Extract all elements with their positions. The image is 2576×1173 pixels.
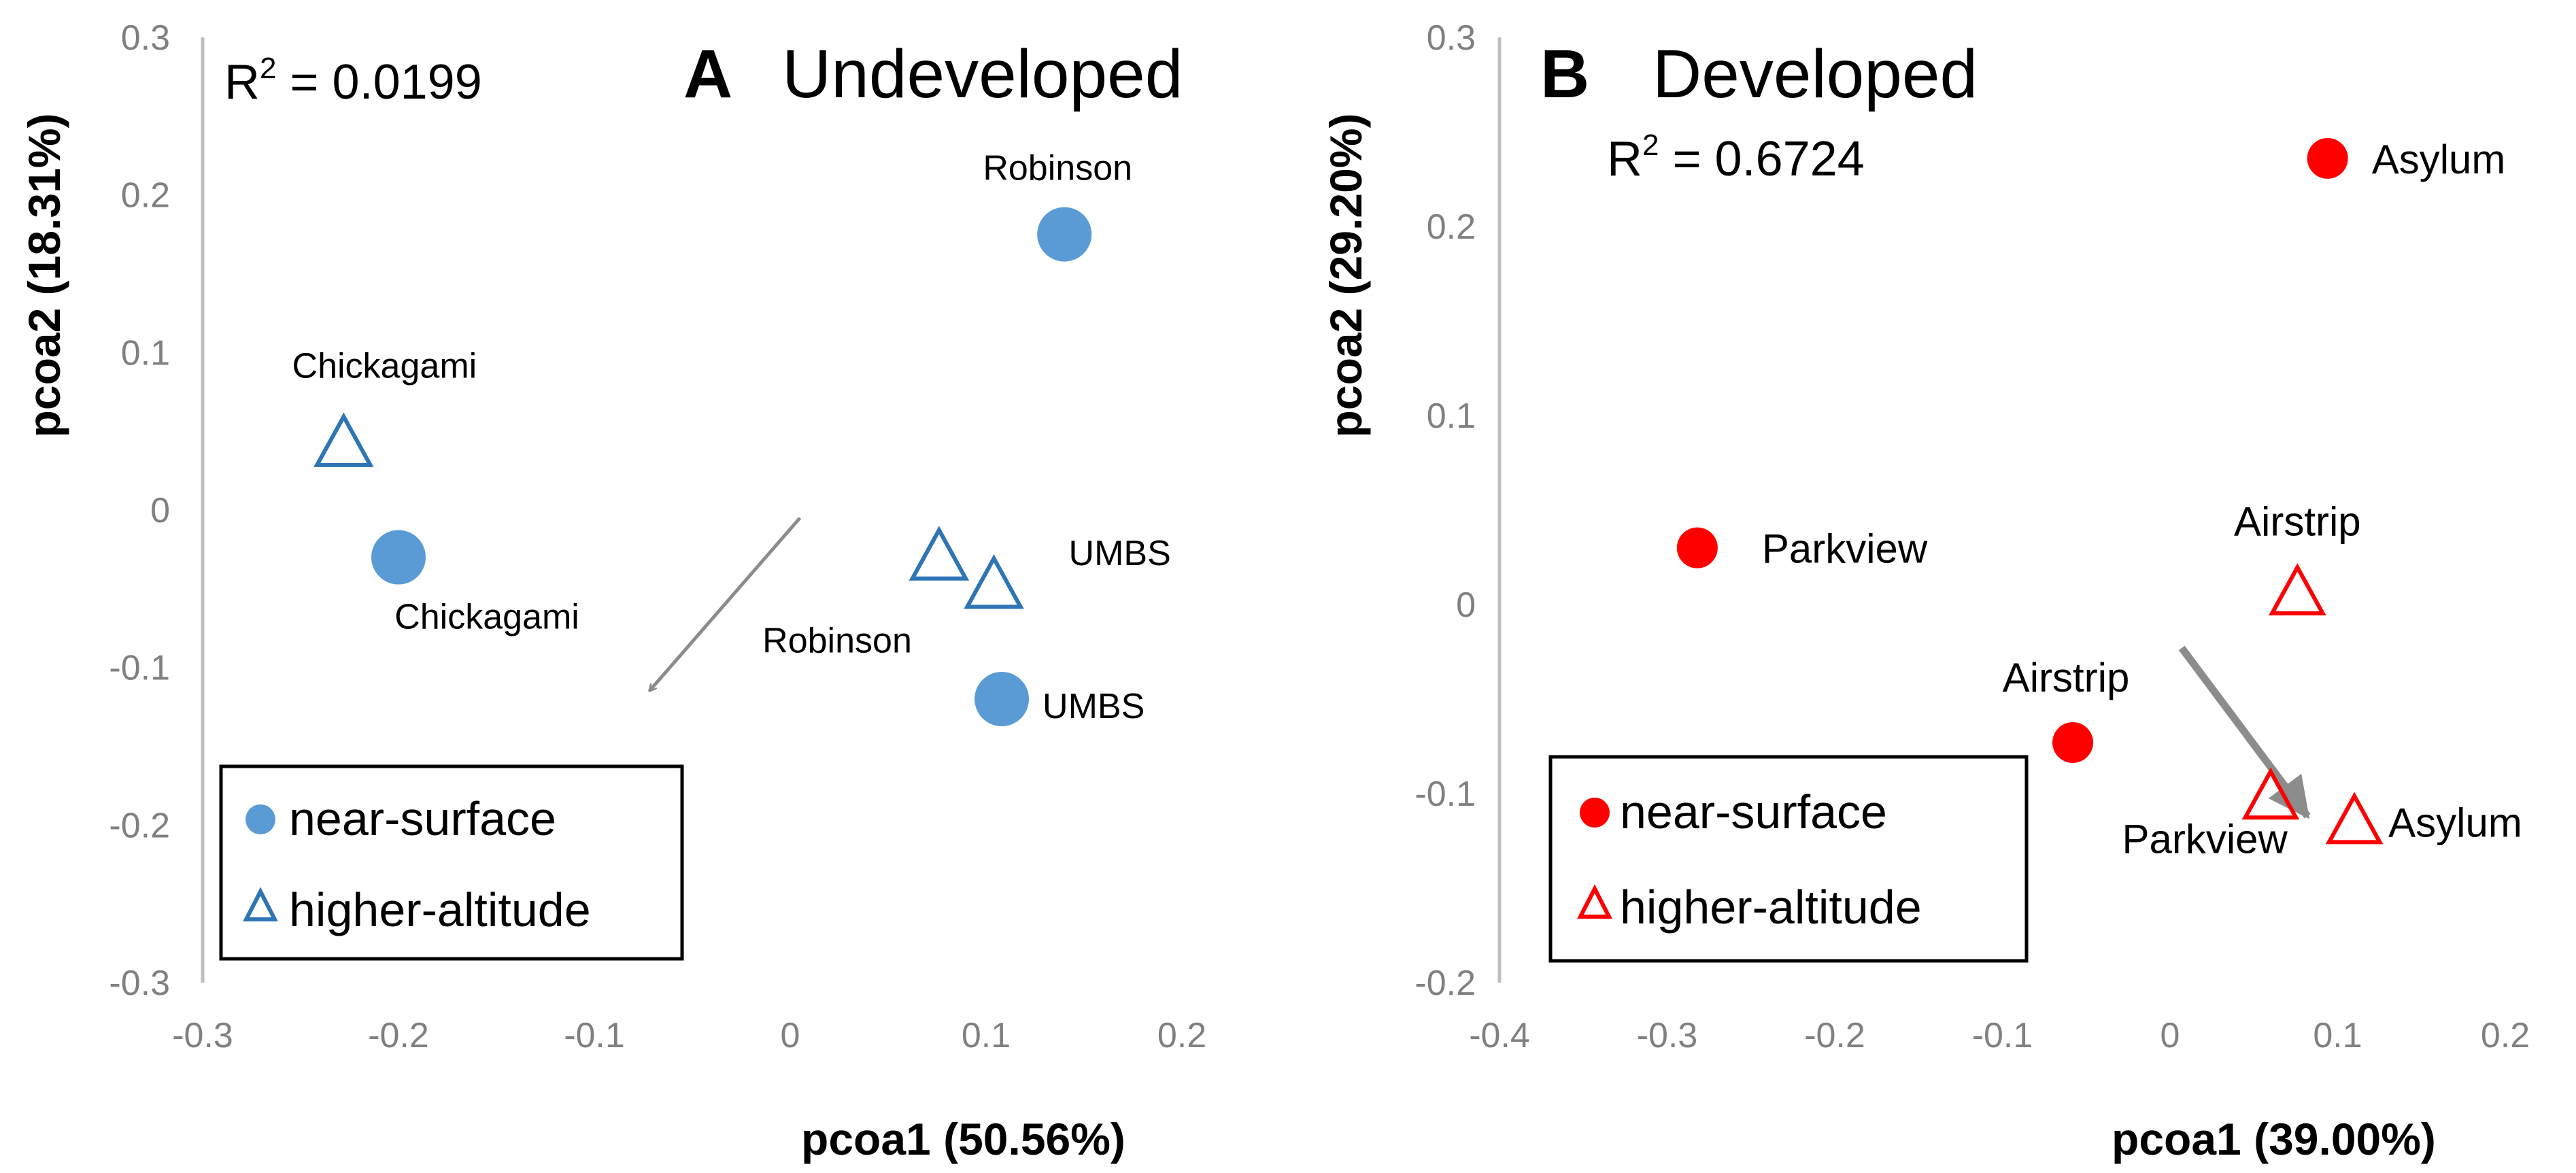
panel-a-undeveloped: 0.30.20.10-0.1-0.2-0.3 -0.3 -0.2 -0.1 0 0.1 0… <box>19 18 1206 1164</box>
pb-x-tick-label: 0.2 <box>2481 1016 2530 1055</box>
panel-a-r2-label: R2 = 0.0199 <box>224 52 482 109</box>
pb-y-tick-label: 0 <box>1456 585 1476 625</box>
pa-x-tick-label: -0.1 <box>564 1016 625 1055</box>
panel-a-y-tick-labels: 0.3 0.2 0.1 0 -0.1 -0.2 -0.3 <box>109 18 170 1003</box>
pb-y-tick-label: -0.2 <box>1414 964 1476 1003</box>
panel-b-points <box>1676 137 2384 845</box>
pa-y-tick-label: -0.1 <box>109 649 170 688</box>
pa-trend-arrow <box>647 516 802 692</box>
pa-near-surface-point <box>371 530 426 585</box>
pb-x-tick-label: -0.1 <box>1972 1016 2033 1055</box>
panel-a-legend: near-surface higher-altitude <box>219 764 684 961</box>
pb-higher-altitude-point <box>2269 563 2326 615</box>
pa-y-tick-label: -0.2 <box>109 806 170 845</box>
pa-y-tick-label: 0.1 <box>121 333 170 373</box>
pa-point-label: Chickagami <box>292 347 477 386</box>
pa-point-label: Chickagami <box>394 598 579 637</box>
pb-point-label: Asylum <box>2372 137 2506 182</box>
panel-a-x-axis-title: pcoa1 (50.56%) <box>801 1114 1125 1164</box>
panel-a-legend-circle-marker <box>245 804 275 834</box>
panel-b-legend-circle-marker <box>1580 798 1610 828</box>
panel-b-y-tick-labels: 0.3 0.2 0.1 0 -0.1 -0.2 <box>1414 18 1476 1003</box>
pb-point-label: Parkview <box>1762 526 1928 572</box>
pb-point-label: Airstrip <box>2234 498 2361 544</box>
pa-point-label: Robinson <box>762 622 912 661</box>
pa-near-surface-point <box>975 672 1030 726</box>
panel-a-legend-box <box>219 764 684 961</box>
panel-b-legend-box <box>1548 755 2029 963</box>
pa-near-surface-point <box>1037 207 1092 262</box>
pb-near-surface-point <box>2307 137 2348 179</box>
panel-a-x-tick-labels: -0.3 -0.2 -0.1 0 0.1 0.2 <box>172 1016 1206 1055</box>
panel-a-legend-high-label: higher-altitude <box>289 883 591 936</box>
pb-y-tick-label: 0.2 <box>1427 207 1476 247</box>
pa-higher-altitude-point <box>313 412 374 467</box>
panel-b-r2-label: R2 = 0.6724 <box>1607 129 1865 186</box>
panel-b-legend-triangle-marker <box>1577 884 1612 919</box>
pb-x-tick-label: -0.4 <box>1469 1016 1530 1055</box>
panel-b-developed: 0.30.20.10-0.1-0.2 -0.4 -0.3 -0.2 -0.1 0 0.1 0… <box>1321 18 2530 1164</box>
panel-b-x-axis-title: pcoa1 (39.00%) <box>2112 1114 2436 1164</box>
panel-a-points <box>313 207 1092 726</box>
panel-b-arrow <box>2178 645 2311 819</box>
panel-b-y-axis-title: pcoa2 (29.20%) <box>1321 114 1371 438</box>
panel-a-title: Undeveloped <box>782 36 1183 112</box>
pa-x-tick-label: 0.1 <box>962 1016 1011 1055</box>
pa-point-label: UMBS <box>1043 687 1145 726</box>
pa-y-tick-label: 0.2 <box>121 176 170 216</box>
pa-x-tick-label: -0.3 <box>172 1016 233 1055</box>
pb-point-label: Airstrip <box>2003 655 2130 700</box>
pb-trend-arrow <box>2178 645 2311 819</box>
pa-x-tick-label: 0.2 <box>1157 1016 1206 1055</box>
panel-b-legend: near-surface higher-altitude <box>1548 755 2029 963</box>
pa-y-tick-label: -0.3 <box>109 964 170 1003</box>
pa-point-label: UMBS <box>1069 534 1171 573</box>
pb-x-tick-label: -0.3 <box>1637 1016 1698 1055</box>
pb-x-tick-label: 0 <box>2160 1016 2180 1055</box>
panel-b-letter: B <box>1540 36 1589 112</box>
pa-point-label: Robinson <box>983 149 1132 188</box>
pa-higher-altitude-point <box>909 526 970 581</box>
pb-point-label: Asylum <box>2388 800 2522 846</box>
pb-near-surface-point <box>1676 527 1718 568</box>
panel-a-legend-triangle-marker <box>243 887 278 921</box>
pb-x-tick-label: -0.2 <box>1804 1016 1865 1055</box>
pb-y-tick-label: 0.1 <box>1427 396 1476 436</box>
panel-b-title: Developed <box>1653 36 1978 112</box>
pa-x-tick-label: -0.2 <box>368 1016 429 1055</box>
panel-b-legend-near-label: near-surface <box>1620 785 1887 838</box>
panel-b-x-tick-labels: -0.4 -0.3 -0.2 -0.1 0 0.1 0.2 <box>1469 1016 2530 1055</box>
pb-y-tick-label: 0.3 <box>1427 18 1476 58</box>
pa-y-tick-label: 0.3 <box>121 18 170 58</box>
pa-x-tick-label: 0 <box>781 1016 800 1055</box>
panel-a-legend-near-label: near-surface <box>289 792 556 845</box>
pb-y-tick-label: -0.1 <box>1414 775 1476 814</box>
pb-higher-altitude-point <box>2325 792 2384 845</box>
panel-a-point-labels: Robinson Chickagami UMBS Chickagami Robinson… <box>292 149 1171 726</box>
pb-higher-altitude-point <box>2241 767 2300 820</box>
pb-point-label: Parkview <box>2122 817 2288 862</box>
panel-b-legend-high-label: higher-altitude <box>1620 881 1922 934</box>
panel-a-letter: A <box>683 36 732 112</box>
panel-a-arrow <box>647 516 802 692</box>
pa-higher-altitude-point <box>964 554 1024 609</box>
panel-a-y-axis-title: pcoa2 (18.31%) <box>19 114 69 438</box>
pb-near-surface-point <box>2052 721 2094 763</box>
panel-b-point-labels: Asylum Parkview Airstrip Airstrip Parkview As… <box>1762 137 2522 862</box>
pa-y-tick-label: 0 <box>150 491 170 530</box>
pb-x-tick-label: 0.1 <box>2313 1016 2362 1055</box>
